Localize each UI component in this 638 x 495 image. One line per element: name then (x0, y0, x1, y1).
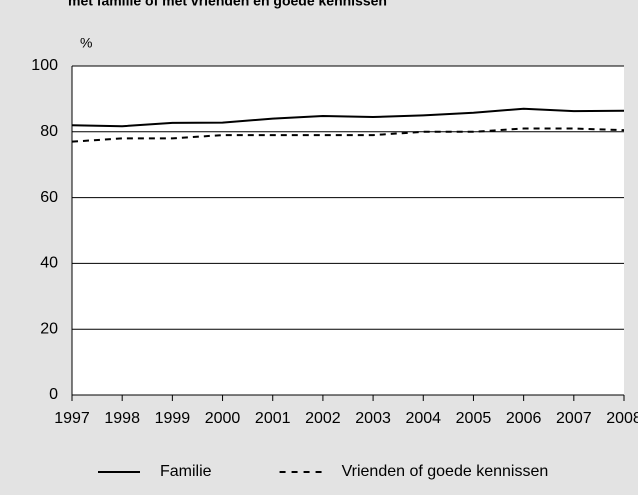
x-tick-label: 2004 (405, 410, 441, 427)
y-tick-label: 80 (40, 123, 58, 140)
y-tick-label: 20 (40, 320, 58, 337)
x-tick-label: 2002 (305, 410, 341, 427)
y-tick-label: 100 (31, 57, 58, 74)
y-tick-label: 0 (49, 386, 58, 403)
y-tick-label: 60 (40, 189, 58, 206)
x-tick-label: 2001 (255, 410, 291, 427)
x-tick-label: 2005 (456, 410, 492, 427)
x-tick-label: 2007 (556, 410, 592, 427)
plot-area (72, 66, 624, 395)
y-axis-label: % (80, 35, 92, 51)
x-tick-label: 1999 (155, 410, 191, 427)
x-tick-label: 1998 (104, 410, 140, 427)
legend-label: Familie (160, 463, 212, 480)
line-series (71, 107, 625, 128)
x-tick-label: 1997 (54, 410, 90, 427)
line-series (71, 127, 625, 143)
chart-title: met familie of met vrienden en goede ken… (68, 0, 387, 9)
x-tick-label: 2003 (355, 410, 391, 427)
x-tick-label: 2000 (205, 410, 241, 427)
legend-label: Vrienden of goede kennissen (342, 463, 549, 480)
x-tick-label: 2008 (606, 410, 638, 427)
x-tick-label: 2006 (506, 410, 542, 427)
y-tick-label: 40 (40, 255, 58, 272)
